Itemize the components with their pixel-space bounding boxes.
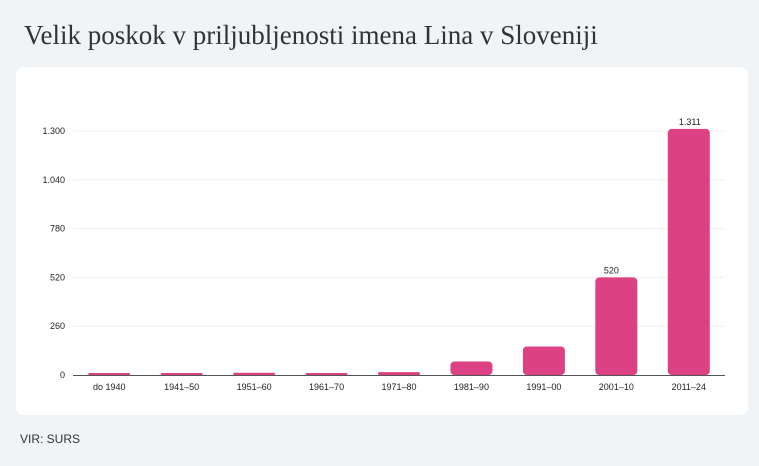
chart-card: 0 260 520 780 1.040 1.300 do 1940 1941–50 1951–6… <box>16 67 748 415</box>
y-tick-label: 520 <box>50 272 65 282</box>
x-tick-label: do 1940 <box>93 382 126 392</box>
bar <box>305 373 348 375</box>
y-tick-label: 1.040 <box>42 175 65 185</box>
x-tick-label: 1991–00 <box>526 382 561 392</box>
bar <box>160 373 203 375</box>
bar <box>378 372 420 375</box>
bar-chart: 0 260 520 780 1.040 1.300 do 1940 1941–50 1951–6… <box>42 117 725 392</box>
bar <box>595 277 638 375</box>
y-tick-label: 780 <box>50 224 65 234</box>
bar <box>667 128 710 375</box>
x-tick-label: 1951–60 <box>237 382 272 392</box>
data-label: 520 <box>604 265 619 275</box>
y-tick-label: 1.300 <box>42 126 65 136</box>
x-tick-label: 1941–50 <box>164 382 199 392</box>
bar <box>450 361 493 375</box>
y-tick-label: 0 <box>60 370 65 380</box>
bar <box>88 373 131 375</box>
x-tick-label: 2001–10 <box>599 382 634 392</box>
source-note: VIR: SURS <box>20 432 81 446</box>
y-tick-label: 260 <box>50 321 65 331</box>
x-tick-label: 1971–80 <box>381 382 416 392</box>
x-tick-label: 1961–70 <box>309 382 344 392</box>
x-tick-label: 2011–24 <box>672 382 706 392</box>
data-label: 1.311 <box>679 117 701 127</box>
bar <box>522 346 565 375</box>
x-tick-label: 1981–90 <box>454 382 489 392</box>
bar <box>233 372 276 375</box>
chart-title: Velik poskok v priljubljenosti imena Lin… <box>24 20 598 50</box>
